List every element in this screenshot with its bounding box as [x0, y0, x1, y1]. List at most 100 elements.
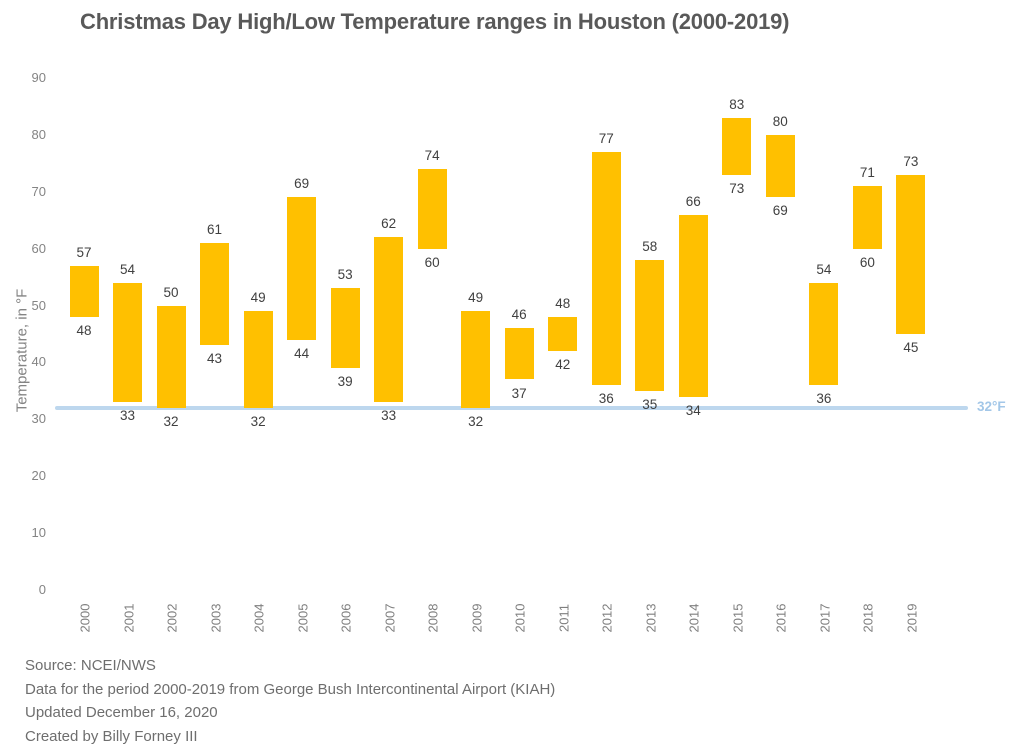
high-value-label: 62	[381, 216, 397, 232]
low-value-label: 32	[468, 413, 484, 429]
low-value-label: 34	[685, 402, 701, 418]
x-axis-tick-label: 2001	[121, 603, 137, 633]
x-axis-tick-label: 2000	[77, 603, 93, 633]
range-bar-2002	[156, 305, 186, 408]
high-value-label: 48	[555, 295, 571, 311]
low-value-label: 36	[598, 391, 614, 407]
reference-line-32f	[55, 405, 968, 410]
range-bar-2014	[678, 214, 708, 397]
range-bar-2019	[896, 174, 926, 334]
high-value-label: 73	[903, 153, 919, 169]
range-bar-2001	[113, 282, 143, 403]
high-value-label: 58	[642, 239, 658, 255]
low-value-label: 60	[424, 254, 440, 270]
range-bar-2003	[200, 242, 230, 346]
y-axis-tick-label: 40	[31, 354, 46, 370]
high-value-label: 80	[772, 113, 788, 129]
footer-author-line: Created by Billy Forney III	[25, 727, 198, 745]
low-value-label: 44	[294, 345, 310, 361]
x-axis-tick-label: 2016	[773, 603, 789, 633]
x-axis-tick-label: 2005	[295, 603, 311, 633]
low-value-label: 73	[729, 180, 745, 196]
low-value-label: 39	[337, 374, 353, 390]
range-bar-2015	[722, 117, 752, 175]
high-value-label: 61	[207, 221, 223, 237]
y-axis-tick-label: 60	[31, 240, 46, 256]
high-value-label: 66	[685, 193, 701, 209]
x-axis-tick-label: 2009	[469, 603, 485, 633]
chart-title: Christmas Day High/Low Temperature range…	[80, 9, 790, 34]
x-axis-tick-label: 2003	[208, 603, 224, 633]
range-bar-2007	[374, 237, 404, 403]
x-axis-tick-label: 2018	[860, 603, 876, 633]
high-value-label: 46	[511, 307, 527, 323]
high-value-label: 83	[729, 96, 745, 112]
range-bar-2009	[461, 311, 491, 408]
high-value-label: 54	[816, 261, 832, 277]
x-axis-tick-label: 2011	[556, 604, 572, 632]
range-bar-2010	[504, 328, 534, 380]
y-axis-tick-label: 30	[31, 411, 46, 427]
y-axis-tick-label: 20	[31, 468, 46, 484]
high-value-label: 57	[76, 244, 92, 260]
low-value-label: 69	[772, 203, 788, 219]
low-value-label: 60	[859, 254, 875, 270]
range-bar-2018	[852, 186, 882, 249]
x-axis-tick-label: 2019	[904, 603, 920, 633]
x-axis-tick-label: 2008	[425, 603, 441, 633]
range-bar-2008	[417, 169, 447, 249]
low-value-label: 45	[903, 340, 919, 355]
x-axis-tick-label: 2013	[643, 603, 659, 633]
range-bar-2017	[809, 282, 839, 386]
low-value-label: 48	[76, 322, 92, 338]
chart-footer: Source: NCEI/NWS Data for the period 200…	[25, 654, 555, 747]
y-axis-tick-label: 70	[31, 183, 46, 199]
low-value-label: 33	[120, 408, 136, 424]
range-bar-2004	[243, 311, 273, 408]
high-value-label: 71	[859, 165, 875, 181]
low-value-label: 32	[163, 413, 179, 429]
range-bar-2000	[69, 265, 99, 317]
reference-line-label: 32°F	[977, 398, 1006, 414]
high-value-label: 53	[337, 267, 353, 283]
range-bar-2005	[287, 197, 317, 340]
low-value-label: 35	[642, 396, 658, 412]
low-value-label: 36	[816, 391, 832, 407]
high-value-label: 77	[598, 130, 614, 146]
low-value-label: 42	[555, 357, 571, 373]
high-value-label: 54	[120, 261, 136, 277]
y-axis-tick-label: 90	[31, 70, 46, 85]
high-value-label: 49	[250, 290, 266, 306]
x-axis-tick-label: 2014	[686, 603, 702, 633]
footer-data-line: Data for the period 2000-2019 from Georg…	[25, 680, 556, 698]
x-axis-tick-label: 2006	[338, 603, 354, 633]
x-axis-tick-label: 2010	[512, 603, 528, 633]
footer-updated-line: Updated December 16, 2020	[25, 704, 218, 721]
y-axis-tick-label: 0	[38, 582, 46, 597]
high-value-label: 69	[294, 176, 310, 192]
x-axis-tick-label: 2015	[730, 603, 746, 633]
x-axis-tick-label: 2017	[817, 603, 833, 633]
range-bar-2013	[635, 260, 665, 391]
high-value-label: 49	[468, 290, 484, 306]
low-value-label: 33	[381, 408, 397, 424]
range-bar-2011	[548, 316, 578, 352]
y-axis-tick-label: 50	[31, 297, 46, 313]
x-axis-tick-label: 2004	[251, 603, 267, 633]
x-axis-tick-label: 2007	[382, 603, 398, 633]
footer-source-line: Source: NCEI/NWS	[25, 657, 156, 674]
x-axis-tick-label: 2012	[599, 603, 615, 633]
y-axis-tick-label: 80	[31, 126, 46, 142]
range-bar-2012	[591, 151, 621, 386]
x-axis-tick-label: 2002	[164, 603, 180, 633]
range-bar-2016	[765, 134, 795, 198]
range-bar-2006	[330, 288, 360, 369]
high-value-label: 74	[424, 148, 440, 164]
low-value-label: 32	[250, 413, 266, 429]
y-axis-title: Temperature, in °F	[13, 288, 31, 413]
low-value-label: 37	[511, 385, 527, 401]
y-axis-tick-label: 10	[31, 525, 46, 541]
high-value-label: 50	[163, 284, 179, 300]
low-value-label: 43	[207, 351, 223, 367]
